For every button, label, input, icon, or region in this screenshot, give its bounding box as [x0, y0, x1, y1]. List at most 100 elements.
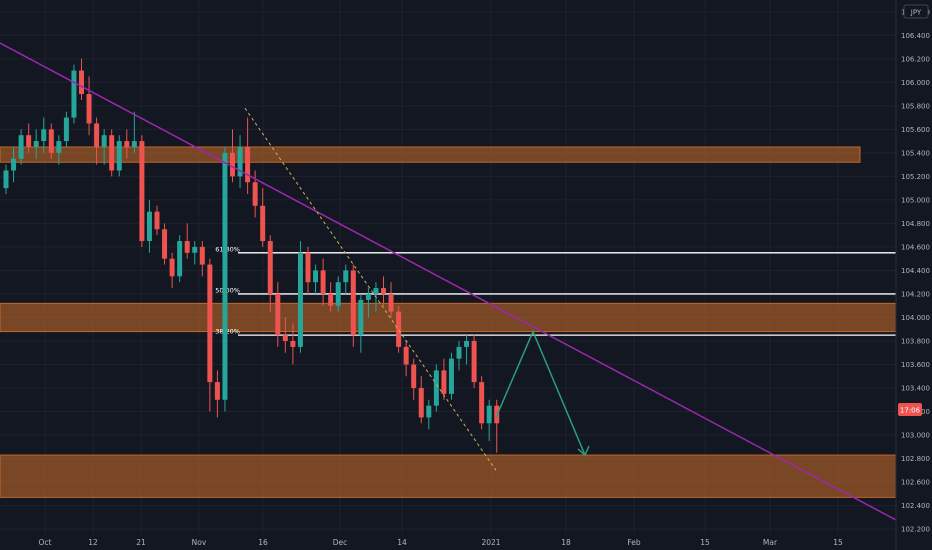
candle-body: [328, 293, 334, 306]
candle-body: [207, 264, 213, 383]
candle-body: [358, 299, 364, 336]
candle-body: [441, 370, 447, 394]
candle-body: [297, 252, 303, 347]
price-zone: [0, 302, 897, 333]
candle: [282, 317, 288, 353]
candle: [396, 305, 402, 353]
candle: [456, 340, 462, 371]
candle: [63, 111, 69, 147]
y-tick-label: 102.200: [901, 526, 930, 534]
candle-body: [479, 382, 485, 424]
last-price-tag: 17:06: [898, 403, 922, 416]
candle: [214, 370, 220, 418]
candle-body: [464, 340, 470, 347]
candle: [426, 399, 432, 430]
candle: [343, 264, 349, 294]
candle-body: [245, 146, 251, 183]
candle: [275, 282, 281, 347]
candle: [313, 264, 319, 294]
candle-body: [305, 252, 311, 283]
candle: [230, 129, 235, 183]
candle: [471, 335, 477, 389]
x-tick-label: Mar: [763, 538, 778, 547]
fibonacci-levels[interactable]: 61.80% 50.00% 38.20%: [215, 245, 896, 336]
candle: [381, 276, 386, 306]
candle-body: [33, 141, 39, 147]
y-tick-label: 105.000: [901, 196, 930, 204]
candle-body: [456, 346, 462, 359]
y-tick-label: 103.800: [901, 337, 930, 345]
y-tick-label: 102.400: [901, 502, 930, 510]
candle: [18, 129, 24, 165]
candle: [79, 58, 84, 100]
candle-body: [320, 270, 326, 294]
candle: [41, 117, 47, 153]
candle-body: [365, 293, 371, 300]
candle-body: [388, 293, 394, 312]
candle-body: [48, 129, 54, 153]
price-axis[interactable]: 102.200102.400102.600102.800103.000103.2…: [901, 8, 930, 533]
y-tick-label: 102.800: [901, 455, 930, 463]
x-tick-label: 14: [397, 538, 407, 547]
fib-label: 61.80%: [215, 245, 240, 253]
candle-body: [169, 258, 175, 277]
y-tick-label: 102.600: [901, 479, 930, 487]
candle-body: [18, 135, 24, 159]
candle-body: [313, 270, 319, 283]
candle: [177, 235, 183, 283]
candle: [109, 129, 115, 177]
candle-body: [184, 241, 190, 253]
candle: [199, 241, 205, 277]
candle-body: [154, 211, 160, 230]
currency-label: JPY: [910, 9, 922, 17]
candle-body: [79, 70, 84, 95]
candle-body: [41, 129, 47, 142]
candle: [328, 282, 334, 312]
candle: [245, 117, 251, 195]
candle: [192, 241, 198, 265]
candle: [11, 146, 17, 183]
candle: [162, 223, 168, 265]
candle: [448, 352, 454, 400]
candle: [290, 323, 296, 365]
candle: [48, 123, 54, 159]
candle: [365, 288, 371, 318]
candle-body: [177, 241, 183, 277]
time-axis[interactable]: Oct 12 21 Nov 16 Dec 14 2021 18 Feb 15 Mar 15: [39, 538, 843, 547]
x-tick-label: 15: [700, 538, 710, 547]
candle: [358, 293, 364, 353]
candle-body: [486, 405, 492, 424]
y-tick-label: 103.600: [901, 361, 930, 369]
candle: [116, 135, 122, 177]
candle-body: [162, 229, 168, 259]
candle-body: [471, 340, 477, 383]
candle-body: [199, 246, 205, 265]
x-tick-label: Nov: [192, 538, 207, 547]
candle: [33, 129, 39, 159]
drawings[interactable]: [0, 42, 897, 521]
candle-body: [426, 405, 432, 418]
x-tick-label: Dec: [333, 538, 348, 547]
x-tick-label: 18: [561, 538, 571, 547]
candle-body: [109, 135, 115, 171]
candle-body: [222, 152, 228, 400]
candle: [411, 358, 417, 400]
y-tick-label: 106.400: [901, 32, 930, 40]
price-axis-background: [896, 0, 932, 550]
candle: [101, 129, 107, 165]
x-tick-label: 12: [88, 538, 98, 547]
candle-body: [290, 340, 296, 347]
candle: [486, 399, 492, 441]
candle-body: [252, 182, 258, 206]
candle: [26, 123, 32, 153]
currency-badge[interactable]: JPY: [903, 4, 929, 19]
candle: [260, 188, 266, 247]
candle-body: [71, 70, 77, 118]
y-tick-label: 105.200: [901, 173, 930, 181]
candle-body: [373, 288, 379, 294]
y-tick-label: 105.600: [901, 126, 930, 134]
candle: [305, 246, 311, 294]
candle: [403, 340, 409, 377]
candle-body: [94, 123, 100, 147]
